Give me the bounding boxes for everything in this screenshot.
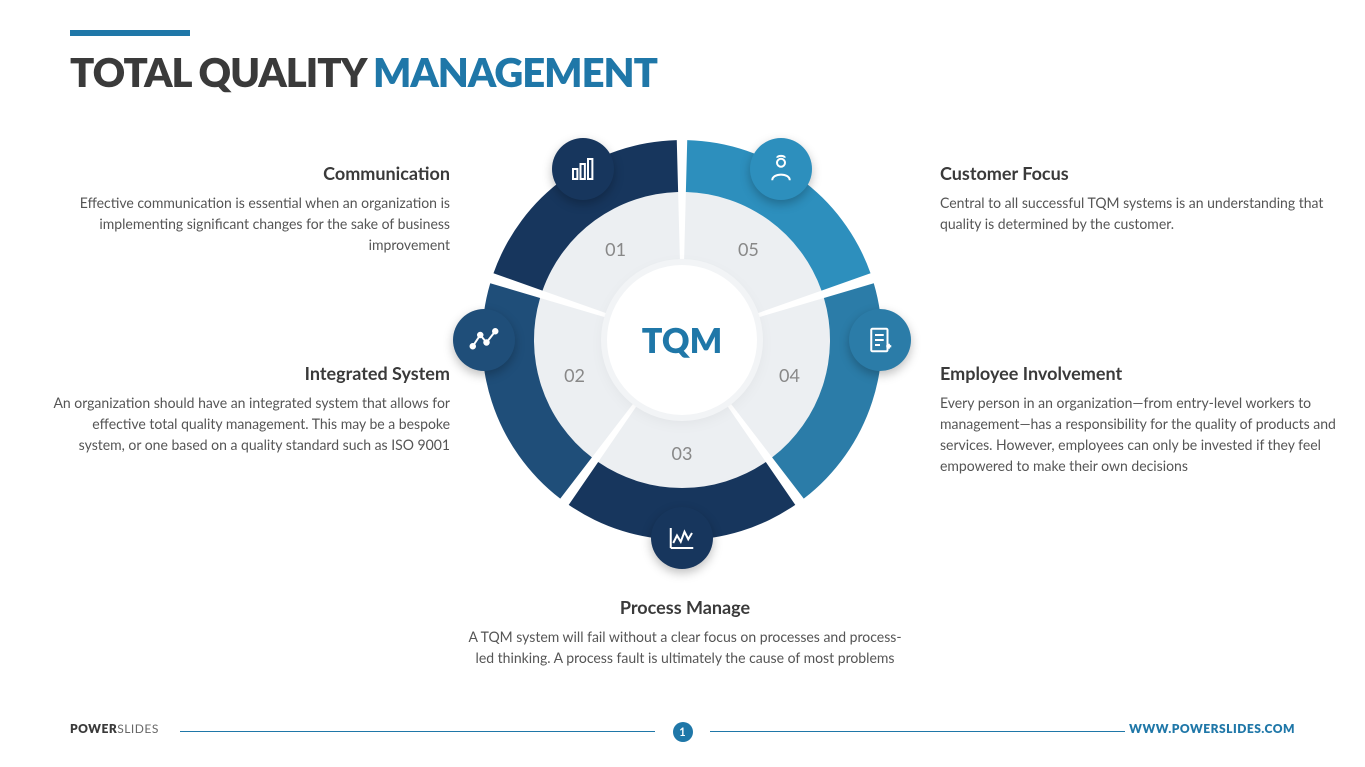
item-02-body: An organization should have an integrate… — [50, 392, 450, 455]
item-03-body: A TQM system will fail without a clear f… — [460, 626, 910, 668]
item-05: Customer Focus Central to all successful… — [940, 162, 1340, 234]
footer-line-left — [180, 731, 655, 732]
item-05-title: Customer Focus — [940, 162, 1340, 184]
item-01: Communication Effective communication is… — [50, 162, 450, 255]
item-04-title: Employee Involvement — [940, 362, 1340, 384]
center-circle: TQM — [607, 265, 757, 415]
trend-chart-icon — [651, 507, 713, 569]
document-icon — [849, 309, 911, 371]
title-part-2: MANAGEMENT — [373, 48, 657, 96]
bar-chart-icon — [552, 138, 614, 200]
footer-url: WWW.POWERSLIDES.COM — [1129, 721, 1295, 736]
page-title: TOTAL QUALITY MANAGEMENT — [70, 48, 657, 96]
item-02: Integrated System An organization should… — [50, 362, 450, 455]
segment-number: 02 — [564, 364, 585, 386]
line-nodes-icon — [453, 309, 515, 371]
user-icon — [750, 138, 812, 200]
item-03-title: Process Manage — [460, 596, 910, 618]
segment-number: 03 — [672, 442, 693, 464]
center-label: TQM — [642, 320, 722, 361]
segment-number: 01 — [605, 238, 626, 260]
footer-brand: POWERSLIDES — [70, 721, 159, 736]
page-number: 1 — [679, 726, 685, 739]
title-part-1: TOTAL QUALITY — [70, 48, 373, 96]
footer: POWERSLIDES 1 WWW.POWERSLIDES.COM — [0, 719, 1365, 749]
brand-bold: POWER — [70, 721, 117, 736]
segment-number: 04 — [779, 364, 800, 386]
tqm-radial-diagram: TQM 05 04 03 02 01 — [472, 130, 892, 550]
item-04: Employee Involvement Every person in an … — [940, 362, 1340, 476]
segment-number: 05 — [738, 238, 759, 260]
item-01-title: Communication — [50, 162, 450, 184]
item-01-body: Effective communication is essential whe… — [50, 192, 450, 255]
page-number-badge: 1 — [673, 722, 693, 742]
footer-line-right — [710, 731, 1125, 732]
item-04-body: Every person in an organization—from ent… — [940, 392, 1340, 476]
brand-light: SLIDES — [117, 721, 159, 736]
item-05-body: Central to all successful TQM systems is… — [940, 192, 1340, 234]
title-accent-bar — [70, 30, 190, 36]
item-02-title: Integrated System — [50, 362, 450, 384]
item-03: Process Manage A TQM system will fail wi… — [460, 596, 910, 668]
